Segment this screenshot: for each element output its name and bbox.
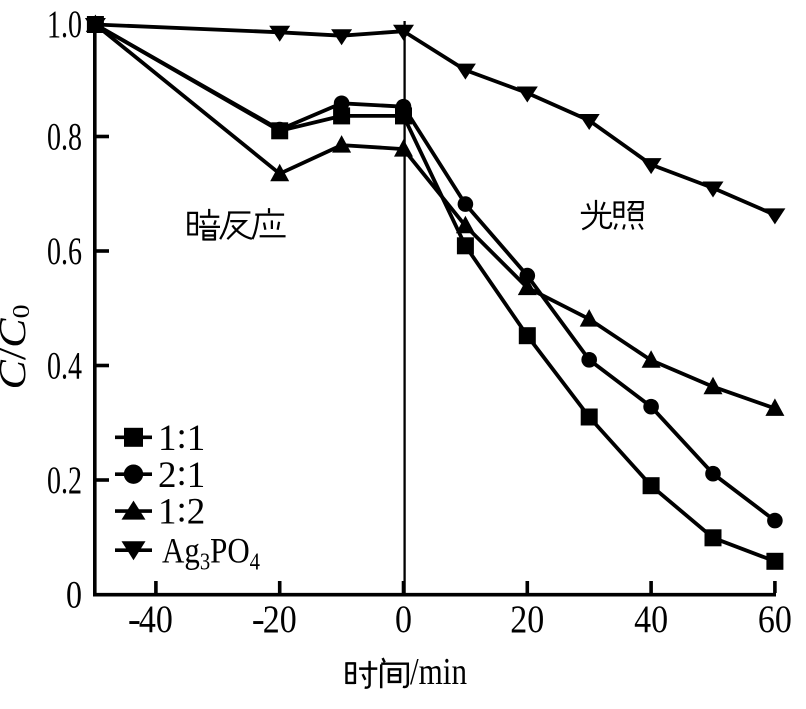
svg-text:1.0: 1.0 [47, 3, 82, 46]
svg-text:0.8: 0.8 [47, 116, 82, 159]
svg-text:0.6: 0.6 [47, 230, 82, 273]
svg-text:0: 0 [66, 574, 82, 617]
svg-text:60: 60 [758, 598, 792, 641]
svg-text:-: - [128, 598, 141, 641]
svg-text:0.4: 0.4 [47, 345, 82, 388]
svg-text:1:1: 1:1 [158, 416, 205, 459]
svg-text:40: 40 [634, 598, 668, 641]
svg-text:0: 0 [395, 598, 412, 641]
svg-text:1:2: 1:2 [158, 490, 205, 533]
svg-text:40: 40 [139, 598, 173, 641]
svg-text:Ag3PO4: Ag3PO4 [162, 531, 260, 576]
svg-text:C/C0: C/C0 [0, 305, 35, 390]
svg-text:20: 20 [263, 598, 297, 641]
svg-text:0.2: 0.2 [47, 459, 82, 502]
svg-text:2:1: 2:1 [158, 453, 205, 496]
svg-text:/min: /min [410, 651, 467, 693]
svg-text:-: - [252, 598, 265, 641]
svg-text:20: 20 [510, 598, 544, 641]
